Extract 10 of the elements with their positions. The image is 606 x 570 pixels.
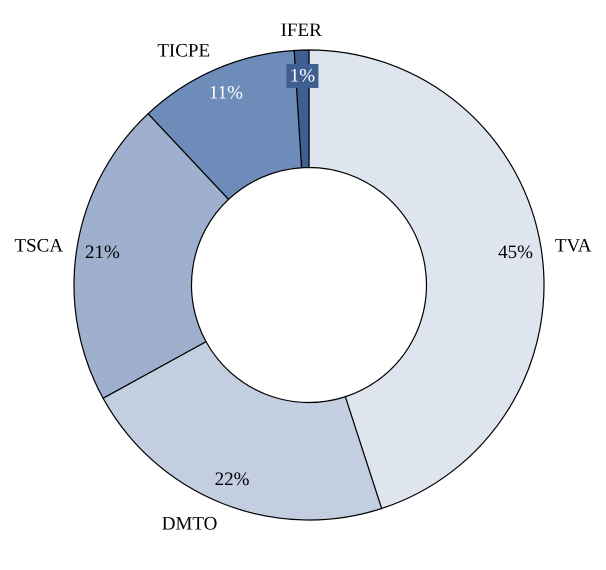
slice-label: TICPE <box>157 40 210 62</box>
slice-label: TVA <box>554 236 592 257</box>
data-label: 1% <box>290 65 316 86</box>
data-label: 21% <box>85 242 120 263</box>
slice-label: DMTO <box>162 513 218 534</box>
slice-label: TSCA <box>14 236 64 257</box>
data-label: 11% <box>208 82 244 104</box>
slice-label: IFER <box>280 20 322 42</box>
data-label: 22% <box>214 468 250 490</box>
data-label: 45% <box>498 242 534 263</box>
